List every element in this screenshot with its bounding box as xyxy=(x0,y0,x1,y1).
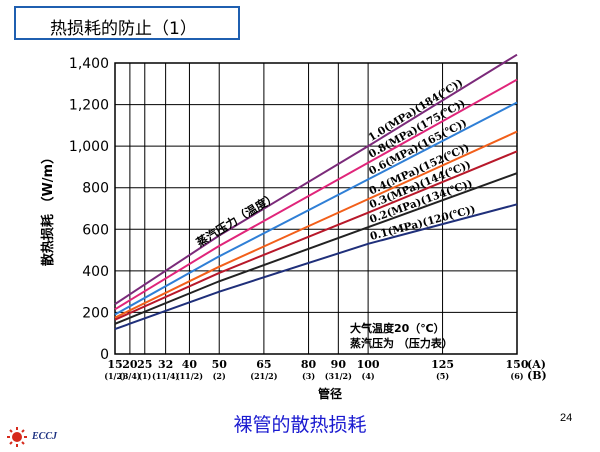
x-tick-label-b: (2) xyxy=(213,371,226,381)
series-line xyxy=(114,172,518,325)
x-tick-label-a: 150 xyxy=(506,358,529,371)
x-tick-label-b: (3/4) xyxy=(119,371,141,381)
unit-label-b: (B) xyxy=(527,369,547,382)
x-tick-label-a: 32 xyxy=(158,358,173,371)
title-box: 热损耗的防止（1） xyxy=(14,6,240,40)
sunburst-logo-icon xyxy=(7,427,27,447)
series-line xyxy=(114,53,518,305)
x-tick-label-b: (1/2) xyxy=(104,371,126,381)
x-tick-label-b: (21/2) xyxy=(250,371,277,381)
x-tick-label-b: (11/2) xyxy=(176,371,203,381)
chart-note: 大气温度20（℃） xyxy=(350,321,445,335)
x-tick-label-a: 15 xyxy=(107,358,122,371)
x-axis-title: 管径 xyxy=(318,386,342,401)
x-tick-label-a: 90 xyxy=(331,358,347,371)
x-tick-label-a: 40 xyxy=(182,358,198,371)
y-tick-label: 0 xyxy=(100,347,109,363)
x-tick-label-a: 65 xyxy=(256,358,271,371)
y-tick-label: 400 xyxy=(82,264,109,280)
y-tick-label: 200 xyxy=(82,305,109,321)
logo-text: ECCJ xyxy=(32,431,58,442)
series-line xyxy=(114,78,518,311)
y-tick-label: 600 xyxy=(82,222,109,238)
x-tick-label-b: (31/2) xyxy=(325,371,352,381)
series-line xyxy=(114,203,518,330)
x-tick-label-a: 20 xyxy=(122,358,138,371)
slide-title: 热损耗的防止（1） xyxy=(50,19,197,39)
x-tick-label-a: 100 xyxy=(357,358,380,371)
y-tick-label: 1,400 xyxy=(69,56,109,72)
y-tick-label: 1,200 xyxy=(69,98,109,114)
x-tick-label-b: (4) xyxy=(362,371,375,381)
x-tick-label-b: (6) xyxy=(510,371,523,381)
eccj-logo: ECCJ xyxy=(6,426,76,447)
x-tick-label-a: 125 xyxy=(431,358,454,371)
heat-loss-chart: 0 200 400 600 800 1,000 1,200 1,400 15(1/2)20(3/… xyxy=(40,53,547,401)
x-tick-label-b: (11/4) xyxy=(152,371,179,381)
slide-caption: 裸管的散热损耗 xyxy=(233,414,367,436)
y-tick-label: 800 xyxy=(82,181,109,197)
x-tick-label-a: 25 xyxy=(137,358,152,371)
series-line xyxy=(114,130,518,319)
unit-label-a: (A) xyxy=(527,358,546,371)
series-line xyxy=(114,150,518,321)
y-tick-label: 1,000 xyxy=(69,139,109,155)
x-tick-label-a: 80 xyxy=(301,358,317,371)
page-number: 24 xyxy=(560,412,573,424)
y-axis-title: 散热损耗 （W/m） xyxy=(40,151,56,266)
x-tick-label-b: (3) xyxy=(302,371,315,381)
chart-note: 蒸汽压为 （压力表） xyxy=(350,336,453,350)
x-tick-label-b: (1) xyxy=(138,371,151,381)
x-tick-label-b: (5) xyxy=(436,371,449,381)
series-line xyxy=(114,101,518,316)
x-tick-label-a: 50 xyxy=(212,358,228,371)
